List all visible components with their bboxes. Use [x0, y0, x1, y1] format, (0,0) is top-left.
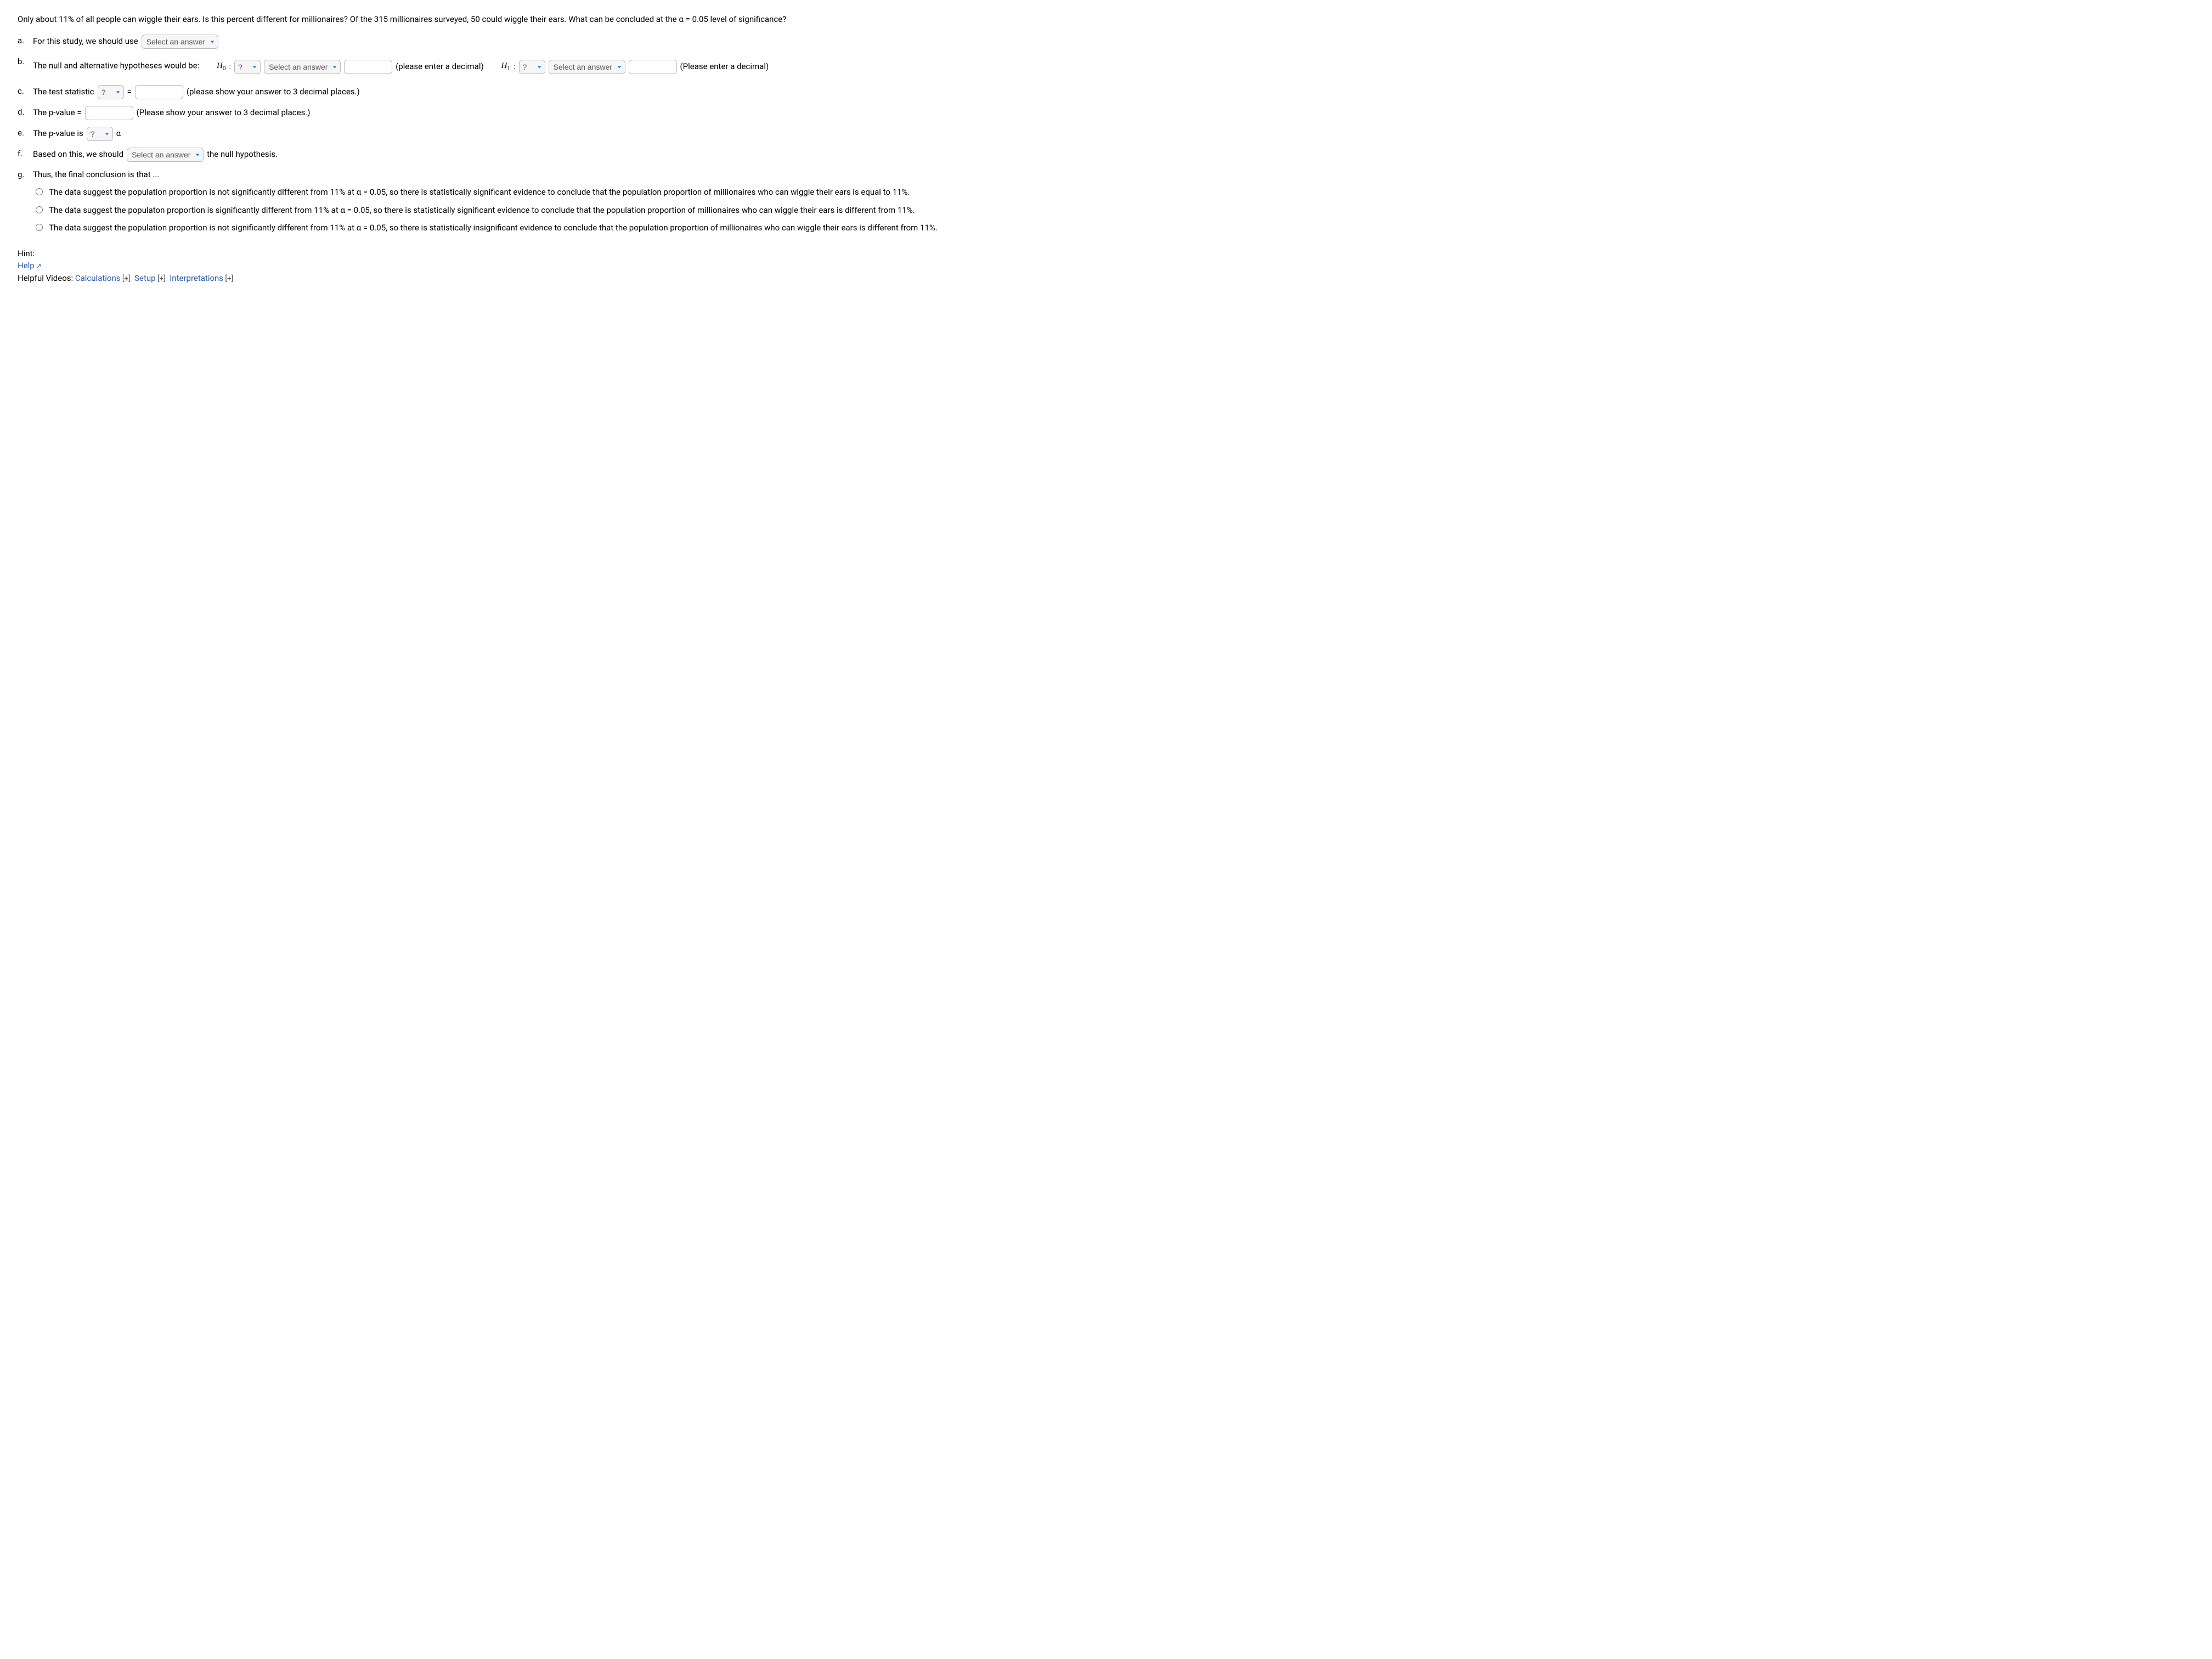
help-link[interactable]: Help — [18, 261, 42, 270]
part-a: a. For this study, we should use Select … — [18, 35, 2194, 49]
part-b: b. The null and alternative hypotheses w… — [18, 55, 2194, 78]
part-f-text-post: the null hypothesis. — [207, 148, 278, 161]
decision-select[interactable]: Select an answer — [127, 148, 204, 162]
h0-row: H0: ? Select an answer (please enter a d… — [217, 60, 484, 74]
interpretations-link[interactable]: Interpretations — [170, 273, 233, 283]
h1-row: H1: ? Select an answer (Please enter a d… — [501, 60, 769, 74]
hint-label: Hint: — [18, 247, 2194, 260]
part-b-text: The null and alternative hypotheses woul… — [33, 60, 199, 70]
part-c-text: The test statistic — [33, 86, 94, 98]
conclusion-radio-1[interactable] — [36, 188, 43, 195]
helpful-videos-label: Helpful Videos: — [18, 273, 73, 283]
part-g-text: Thus, the final conclusion is that ... — [33, 170, 159, 179]
alpha-symbol: α — [116, 127, 121, 140]
part-g-label: g. — [18, 168, 24, 181]
pvalue-compare-select[interactable]: ? — [87, 127, 113, 141]
h1-note: (Please enter a decimal) — [680, 60, 769, 73]
question-intro: Only about 11% of all people can wiggle … — [18, 13, 2194, 26]
h0-note: (please enter a decimal) — [396, 60, 484, 73]
h0-symbol-select[interactable]: ? — [234, 60, 261, 74]
part-a-text: For this study, we should use — [33, 35, 138, 48]
part-d-label: d. — [18, 106, 24, 119]
hint-block: Hint: Help Helpful Videos: Calculations … — [18, 247, 2194, 285]
test-statistic-input[interactable] — [135, 85, 183, 99]
part-c-label: c. — [18, 85, 24, 98]
part-d-text: The p-value = — [33, 106, 82, 119]
equals-sign: = — [127, 86, 132, 98]
part-c: c. The test statistic ? = (please show y… — [18, 85, 2194, 99]
part-e-text: The p-value is — [33, 127, 83, 140]
h1-symbol-select[interactable]: ? — [519, 60, 545, 74]
conclusion-radio-3[interactable] — [36, 224, 43, 231]
conclusion-label-1[interactable]: The data suggest the population proporti… — [49, 186, 910, 199]
setup-link[interactable]: Setup — [134, 273, 166, 283]
conclusion-label-3[interactable]: The data suggest the population proporti… — [49, 222, 938, 234]
part-e-label: e. — [18, 127, 24, 139]
h0-relation-select[interactable]: Select an answer — [264, 60, 341, 74]
part-b-label: b. — [18, 55, 24, 68]
part-a-label: a. — [18, 35, 24, 47]
conclusion-radio-2[interactable] — [36, 206, 43, 213]
pvalue-input[interactable] — [85, 106, 133, 120]
part-c-note: (please show your answer to 3 decimal pl… — [187, 86, 360, 98]
test-statistic-symbol-select[interactable]: ? — [98, 85, 124, 99]
part-e: e. The p-value is ? α — [18, 127, 2194, 141]
h1-relation-select[interactable]: Select an answer — [549, 60, 625, 74]
part-d: d. The p-value = (Please show your answe… — [18, 106, 2194, 120]
part-d-note: (Please show your answer to 3 decimal pl… — [137, 106, 311, 119]
h0-value-input[interactable] — [344, 60, 392, 74]
conclusion-label-2[interactable]: The data suggest the populaton proportio… — [49, 204, 915, 217]
part-f-label: f. — [18, 148, 22, 160]
h1-value-input[interactable] — [629, 60, 677, 74]
part-f-text-pre: Based on this, we should — [33, 148, 123, 161]
part-g: g. Thus, the final conclusion is that ..… — [18, 168, 2194, 234]
calculations-link[interactable]: Calculations — [75, 273, 131, 283]
part-a-select[interactable]: Select an answer — [142, 35, 218, 49]
part-f: f. Based on this, we should Select an an… — [18, 148, 2194, 162]
